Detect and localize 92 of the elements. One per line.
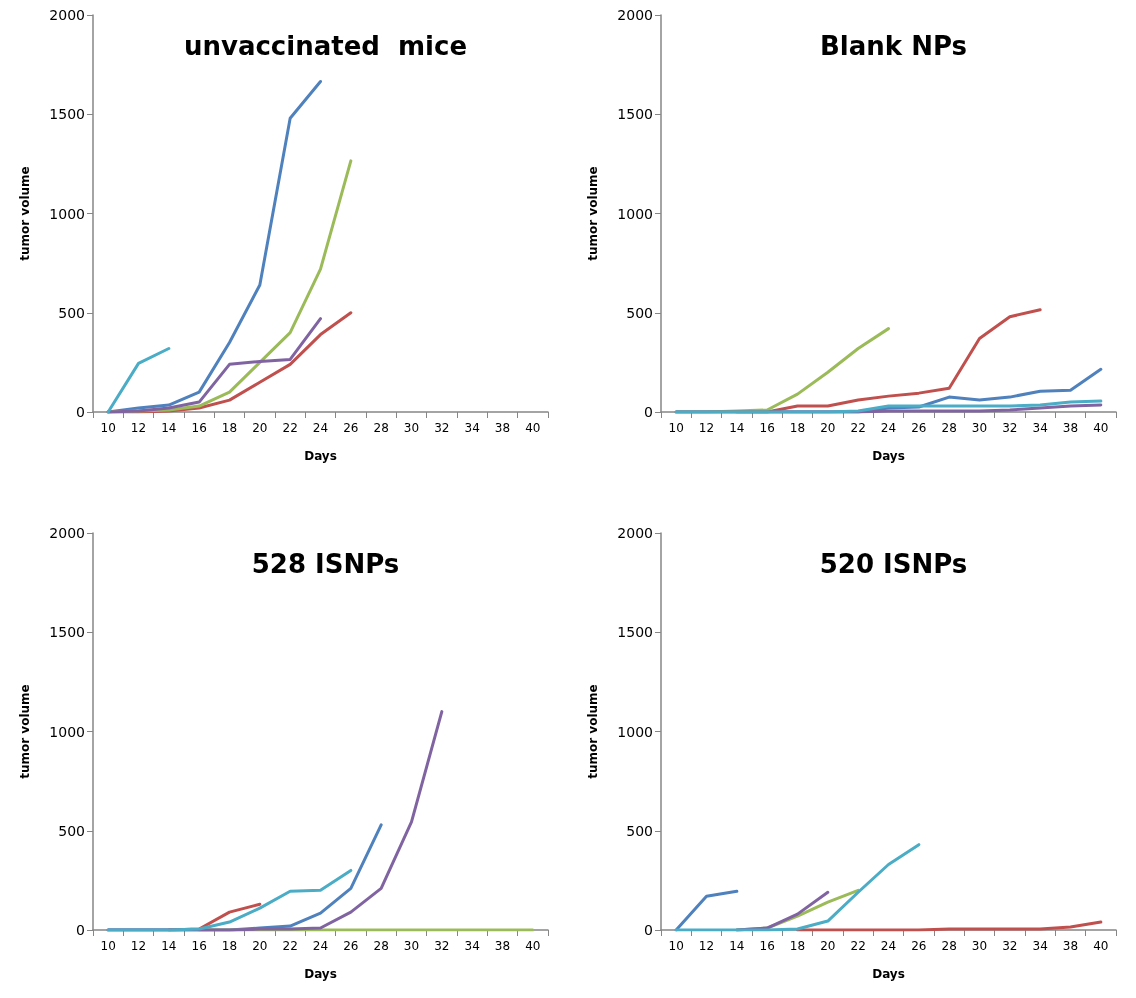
x-tick-label: 14 (729, 421, 745, 435)
x-tick-label: 14 (161, 421, 177, 435)
x-tick-label: 40 (1093, 421, 1109, 435)
x-tick-label: 32 (1002, 421, 1018, 435)
text: 520 ISNPs (819, 549, 968, 579)
x-axis-title: Days (872, 449, 905, 463)
y-tick-label: 0 (76, 404, 85, 420)
x-tick-label: 16 (191, 939, 207, 953)
x-tick-label: 14 (161, 939, 177, 953)
x-tick-label: 28 (373, 421, 389, 435)
x-tick-label: 12 (698, 939, 715, 953)
x-tick-label: 26 (343, 421, 359, 435)
x-tick-label: 20 (252, 939, 268, 953)
x-tick-label: 34 (1032, 421, 1048, 435)
y-tick-label: 1000 (617, 205, 653, 222)
x-tick-label: 30 (403, 939, 420, 953)
x-tick-label: 26 (343, 939, 359, 953)
x-tick-label: 32 (434, 421, 450, 435)
x-tick-label: 34 (464, 421, 480, 435)
x-tick-label: 12 (698, 421, 715, 435)
y-tick-label: 0 (644, 922, 653, 938)
y-tick-label: 500 (626, 822, 653, 839)
x-tick-label: 30 (403, 421, 420, 435)
x-tick-label: 18 (789, 939, 806, 953)
x-tick-label: 12 (130, 421, 147, 435)
y-tick-label: 1000 (49, 205, 85, 222)
y-tick-label: 500 (626, 304, 653, 321)
x-tick-label: 24 (880, 939, 897, 953)
y-axis-title: tumor volume (586, 166, 600, 261)
y-tick-label: 1500 (617, 624, 653, 641)
y-tick-label: 2000 (49, 525, 85, 541)
x-tick-label: 10 (100, 421, 116, 435)
x-tick-label: 38 (1062, 939, 1079, 953)
x-tick-label: 30 (971, 939, 988, 953)
x-tick-label: 34 (1032, 939, 1048, 953)
y-tick-label: 0 (644, 404, 653, 420)
text: 528 ISNPs (251, 549, 400, 579)
y-tick-label: 500 (58, 822, 85, 839)
x-tick-label: 12 (130, 939, 147, 953)
x-tick-label: 32 (434, 939, 450, 953)
y-axis-title: tumor volume (18, 166, 32, 261)
x-tick-label: 10 (100, 939, 116, 953)
x-tick-label: 10 (668, 939, 684, 953)
x-axis-title: Days (872, 967, 905, 981)
x-tick-label: 40 (1093, 939, 1109, 953)
x-tick-label: 24 (312, 421, 329, 435)
x-tick-label: 26 (911, 421, 927, 435)
y-axis-title: tumor volume (586, 684, 600, 779)
x-tick-label: 20 (252, 421, 268, 435)
x-tick-label: 20 (820, 939, 836, 953)
x-tick-label: 40 (525, 421, 541, 435)
x-tick-label: 28 (941, 421, 957, 435)
y-tick-label: 1000 (617, 723, 653, 740)
x-axis-title: Days (304, 449, 337, 463)
x-tick-label: 22 (282, 939, 298, 953)
x-tick-label: 18 (221, 421, 238, 435)
x-tick-label: 22 (850, 939, 866, 953)
x-tick-label: 28 (373, 939, 389, 953)
y-tick-label: 2000 (617, 525, 653, 541)
x-tick-label: 24 (312, 939, 329, 953)
x-tick-label: 20 (820, 421, 836, 435)
y-tick-label: 1500 (49, 106, 85, 123)
x-tick-label: 24 (880, 421, 897, 435)
x-tick-label: 18 (789, 421, 806, 435)
x-tick-label: 22 (850, 421, 866, 435)
x-tick-label: 10 (668, 421, 684, 435)
text: unvaccinated mice (183, 31, 468, 61)
x-tick-label: 26 (911, 939, 927, 953)
y-tick-label: 2000 (49, 7, 85, 23)
x-tick-label: 38 (494, 421, 511, 435)
x-tick-label: 34 (464, 939, 480, 953)
x-tick-label: 40 (525, 939, 541, 953)
y-axis-title: tumor volume (18, 684, 32, 779)
x-tick-label: 30 (971, 421, 988, 435)
x-axis-title: Days (304, 967, 337, 981)
x-tick-label: 38 (494, 939, 511, 953)
x-tick-label: 28 (941, 939, 957, 953)
text: Blank NPs (820, 31, 967, 61)
x-tick-label: 32 (1002, 939, 1018, 953)
y-tick-label: 1000 (49, 723, 85, 740)
x-tick-label: 14 (729, 939, 745, 953)
x-tick-label: 16 (191, 421, 207, 435)
x-tick-label: 16 (759, 421, 775, 435)
y-tick-label: 1500 (49, 624, 85, 641)
x-tick-label: 22 (282, 421, 298, 435)
y-tick-label: 500 (58, 304, 85, 321)
y-tick-label: 0 (76, 922, 85, 938)
y-tick-label: 1500 (617, 106, 653, 123)
y-tick-label: 2000 (617, 7, 653, 23)
x-tick-label: 18 (221, 939, 238, 953)
x-tick-label: 38 (1062, 421, 1079, 435)
x-tick-label: 16 (759, 939, 775, 953)
